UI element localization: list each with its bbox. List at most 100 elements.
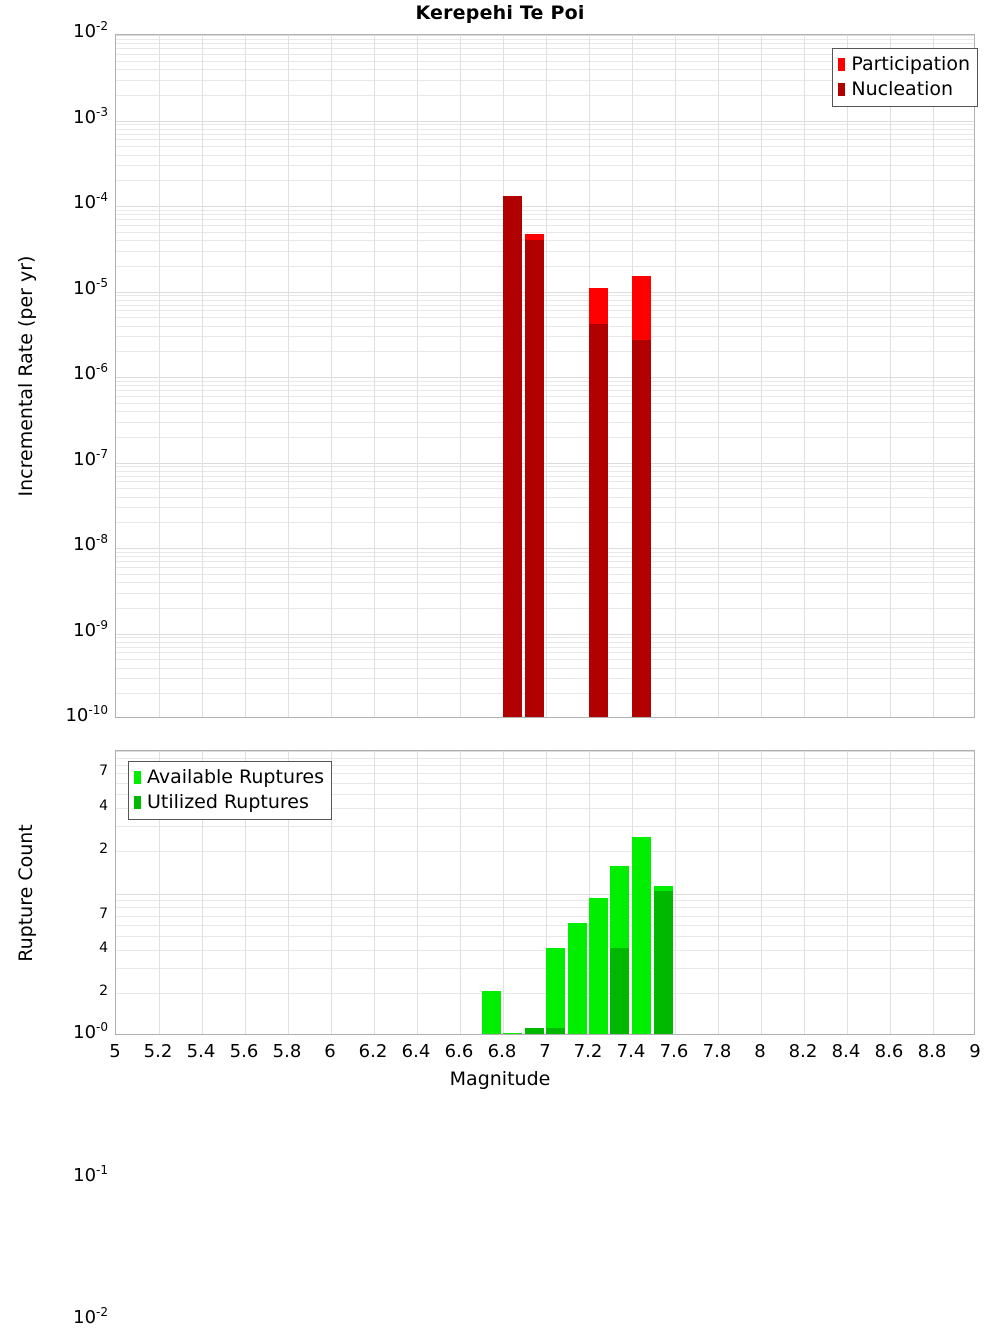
legend-label-participation: Participation [851,53,970,75]
gridline-h [116,121,974,122]
participation-swatch-icon [838,58,846,71]
gridline-h [116,219,974,220]
gridline-h [116,214,974,215]
gridline-v [589,751,590,1034]
gridline-h [116,593,974,594]
y-tick-label: 10-9 [73,617,108,641]
gridline-h [116,266,974,267]
gridline-h [116,851,974,852]
x-tick-label: 5.8 [272,1041,302,1062]
top-gridlines [116,35,974,717]
gridline-h [116,968,974,969]
gridline-h [116,765,974,766]
bar-nucleation [503,196,522,717]
gridline-v [460,751,461,1034]
gridline-v [675,751,676,1034]
gridline-h [116,561,974,562]
gridline-h [116,225,974,226]
gridline-h [116,385,974,386]
y-tick-label: 10-2 [73,19,108,42]
gridline-h [116,422,974,423]
bar-available-ruptures [632,837,651,1034]
gridline-h [116,751,974,752]
top-bars [116,35,974,717]
gridline-h [116,522,974,523]
gridline-h [116,437,974,438]
y-tick-label: 10-7 [73,446,108,470]
y-tick-minor-label: 2 [99,840,108,857]
gridline-v [288,35,289,717]
gridline-h [116,146,974,147]
gridline-h [116,678,974,679]
gridline-v [933,751,934,1034]
y-tick-label: 10-6 [73,361,108,384]
x-tick-label: 8.4 [831,1041,861,1062]
gridline-h [116,652,974,653]
gridline-v [331,751,332,1034]
gridline-h [116,206,974,207]
gridline-h [116,390,974,391]
gridline-h [116,295,974,296]
gridline-h [116,476,974,477]
x-axis-label: Magnitude [449,1068,551,1090]
gridline-v [159,751,160,1034]
legend-label-utilized-ruptures: Utilized Ruptures [147,791,309,813]
gridline-v [804,751,805,1034]
available-ruptures-swatch-icon [134,771,141,784]
gridline-v [546,35,547,717]
gridline-v [761,35,762,717]
gridline-h [116,497,974,498]
gridline-h [116,95,974,96]
bar-available-ruptures [589,898,608,1034]
gridline-h [116,925,974,926]
gridline-h [116,794,974,795]
gridline-v [804,35,805,717]
x-tick-label: 8.6 [874,1041,904,1062]
gridline-h [116,783,974,784]
x-tick-label: 6.4 [401,1041,431,1062]
gridline-v [718,751,719,1034]
gridline-v [890,35,891,717]
y-tick-minor-label: 2 [99,983,108,1000]
gridline-h [116,232,974,233]
legend-item-nucleation: Nucleation [838,77,970,102]
gridline-v [890,751,891,1034]
gridline-v [374,35,375,717]
gridline-h [116,471,974,472]
gridline-v [374,751,375,1034]
bottom-plot-area: Available Ruptures Utilized Ruptures [115,750,975,1035]
y-tick-label: 10-3 [73,104,108,128]
gridline-h [116,69,974,70]
gridline-h [116,552,974,553]
gridline-h [116,155,974,156]
gridline-h [116,300,974,301]
gridline-v [847,751,848,1034]
gridline-h [116,292,974,293]
gridline-v [245,751,246,1034]
x-tick-label: 7.4 [616,1041,646,1062]
bar-nucleation [525,240,544,717]
y-tick-minor-label: 7 [99,763,108,780]
gridline-v [417,751,418,1034]
x-tick-label: 8.8 [917,1041,947,1062]
gridline-h [116,548,974,549]
bottom-y-axis-label: Rupture Count [15,823,37,962]
page-title: Kerepehi Te Poi [415,2,585,24]
bar-available-ruptures [503,1033,522,1034]
gridline-h [116,637,974,638]
x-tick-label: 6.6 [444,1041,474,1062]
x-tick-label: 7.6 [659,1041,689,1062]
x-tick-label: 6.2 [358,1041,388,1062]
gridline-h [116,251,974,252]
gridline-v [245,35,246,717]
gridline-h [116,907,974,908]
gridline-h [116,894,974,895]
bar-available-ruptures [568,923,587,1034]
x-tick-label: 5 [109,1041,121,1062]
gridline-v [331,35,332,717]
gridline-h [116,773,974,774]
gridline-v [202,35,203,717]
bar-nucleation [589,324,608,717]
bar-utilized-ruptures [610,948,629,1034]
gridline-v [675,35,676,717]
